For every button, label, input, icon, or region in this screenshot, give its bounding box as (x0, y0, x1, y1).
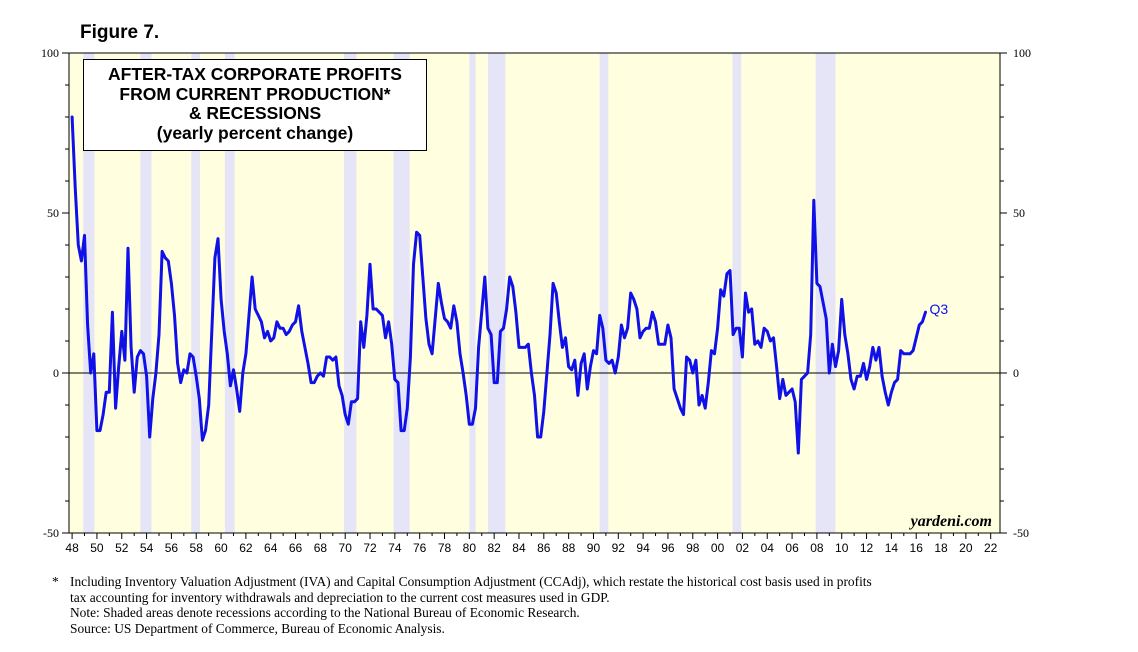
x-tick-label: 78 (438, 541, 452, 555)
x-axis-group: 48 50 52 54 56 58 60 62 64 66 68 70 72 74 76 78 80 82 84 86… (65, 533, 998, 555)
y-tick-label-left: 100 (41, 46, 59, 60)
series-group (70, 115, 927, 455)
x-tick-label: 86 (537, 541, 551, 555)
x-tick-label: 64 (264, 541, 278, 555)
x-tick-label: 60 (214, 541, 228, 555)
x-tick-label: 66 (289, 541, 303, 555)
x-tick-label: 54 (140, 541, 154, 555)
footnotes: * Including Inventory Valuation Adjustme… (52, 574, 1112, 636)
y-tick-label-right: 0 (1013, 366, 1019, 380)
recession-band-10 (732, 53, 742, 533)
x-tick-label: 90 (587, 541, 601, 555)
x-tick-label: 06 (785, 541, 799, 555)
y-tick-label-right: 100 (1013, 46, 1031, 60)
x-tick-label: 08 (810, 541, 824, 555)
x-tick-label: 50 (90, 541, 104, 555)
x-tick-label: 58 (190, 541, 204, 555)
footnote-note: Note: Shaded areas denote recessions acc… (70, 605, 580, 620)
x-tick-label: 14 (885, 541, 899, 555)
x-tick-label: 68 (314, 541, 328, 555)
recession-band-7 (469, 53, 476, 533)
footnote-line-2: tax accounting for inventory withdrawals… (70, 589, 610, 605)
recession-band-2 (140, 53, 152, 533)
recession-band-8 (487, 53, 506, 533)
chart-title-line-2: FROM CURRENT PRODUCTION* (119, 83, 391, 104)
recession-band-11 (815, 53, 836, 533)
x-tick-label: 10 (835, 541, 849, 555)
recession-band-5 (343, 53, 357, 533)
y-tick-label-right: 50 (1013, 206, 1025, 220)
watermark-yardeni: yardeni.com (909, 513, 992, 530)
x-tick-label: 48 (65, 541, 79, 555)
x-tick-label: 12 (860, 541, 874, 555)
end-label-q3: Q3 (930, 301, 949, 317)
x-tick-label: 22 (984, 541, 998, 555)
y-axis-group: 100 50 0 -50 100 50 0 -50 (41, 46, 1031, 540)
plot-frame (68, 52, 1001, 534)
x-tick-label: 74 (388, 541, 402, 555)
recession-band-4 (224, 53, 235, 533)
x-tick-label: 02 (736, 541, 750, 555)
x-tick-label: 20 (959, 541, 973, 555)
chart-subtitle: (yearly percent change) (156, 122, 354, 143)
recession-band-1 (83, 53, 95, 533)
x-tick-label: 80 (463, 541, 477, 555)
x-tick-label: 98 (686, 541, 700, 555)
x-tick-label: 00 (711, 541, 725, 555)
x-tick-label: 82 (487, 541, 501, 555)
series-line (70, 115, 927, 455)
y-tick-label-left: 0 (53, 366, 59, 380)
x-tick-label: 84 (512, 541, 526, 555)
y-tick-label-left: -50 (43, 526, 59, 540)
recession-band-9 (599, 53, 609, 533)
footnote-line-1: Including Inventory Valuation Adjustment… (70, 574, 872, 589)
line-chart: 100 50 0 -50 100 50 0 -50 48 50 52 54 56 58 60 62 64 66 6… (41, 46, 1031, 555)
x-tick-label: 94 (636, 541, 650, 555)
footnote-source: Source: US Department of Commerce, Burea… (70, 620, 445, 636)
x-tick-label: 96 (661, 541, 675, 555)
y-tick-label-left: 50 (47, 206, 59, 220)
x-tick-label: 04 (761, 541, 775, 555)
x-tick-label: 72 (363, 541, 377, 555)
chart-title-line-1: AFTER-TAX CORPORATE PROFITS (108, 64, 402, 84)
x-tick-label: 56 (165, 541, 179, 555)
recession-bands (83, 53, 836, 533)
x-tick-label: 76 (413, 541, 427, 555)
footnote-asterisk: * (52, 574, 59, 589)
figure-label: Figure 7. (80, 22, 160, 43)
x-tick-label: 92 (612, 541, 626, 555)
y-tick-label-right: -50 (1013, 526, 1029, 540)
x-tick-label: 18 (934, 541, 948, 555)
x-tick-label: 52 (115, 541, 129, 555)
chart-title-line-3: & RECESSIONS (188, 103, 322, 123)
x-tick-label: 70 (339, 541, 353, 555)
plot-frame-group (68, 52, 1001, 534)
x-tick-label: 16 (910, 541, 924, 555)
chart-title-box: AFTER-TAX CORPORATE PROFITS FROM CURRENT… (83, 59, 427, 151)
recession-band-3 (191, 53, 200, 533)
x-tick-label: 88 (562, 541, 576, 555)
x-tick-label: 62 (239, 541, 253, 555)
